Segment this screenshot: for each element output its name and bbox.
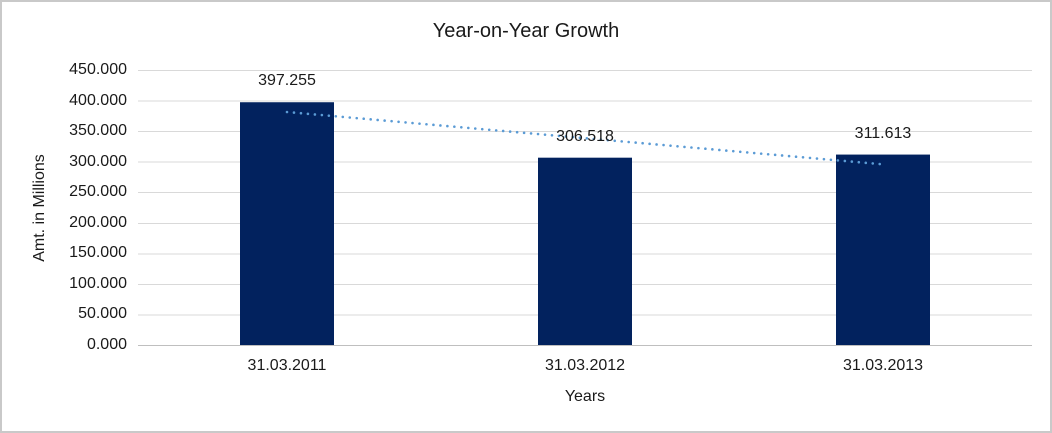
y-tick-label: 350.000 — [69, 122, 127, 140]
bar-value-label: 306.518 — [556, 127, 614, 145]
y-tick-label: 0.000 — [86, 336, 127, 353]
x-tick-label: 31.03.2012 — [544, 357, 626, 374]
y-tick-label: 100.000 — [69, 274, 127, 292]
bar-value-label: 311.613 — [854, 124, 912, 142]
chart-title: Year-on-Year Growth — [432, 20, 620, 42]
y-tick-label: 250.000 — [69, 183, 127, 201]
y-tick-label: 50.000 — [78, 305, 127, 323]
bar-31.03.2011 — [240, 102, 334, 345]
x-axis-title: Years — [564, 388, 606, 405]
bar-value-label: 397.255 — [258, 72, 316, 90]
x-tick-label: 31.03.2013 — [842, 357, 924, 374]
y-tick-label: 150.000 — [69, 244, 127, 262]
y-axis-title: Amt. in Millions — [31, 154, 48, 262]
y-tick-label: 400.000 — [69, 91, 127, 109]
bar-31.03.2012 — [538, 157, 632, 345]
y-tick-label: 450.000 — [69, 61, 127, 78]
y-tick-label: 200.000 — [69, 213, 127, 231]
y-tick-label: 300.000 — [69, 152, 127, 170]
bar-31.03.2013 — [836, 154, 930, 345]
x-tick-label: 31.03.2011 — [247, 357, 327, 374]
